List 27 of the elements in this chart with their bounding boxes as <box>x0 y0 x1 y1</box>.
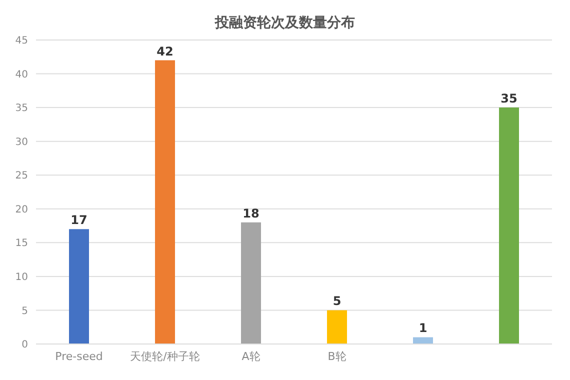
data-label: 1 <box>418 321 428 336</box>
y-tick-label: 45 <box>15 36 28 47</box>
bar <box>413 337 433 344</box>
y-tick-label: 40 <box>15 69 28 80</box>
y-tick-label: 5 <box>22 306 28 317</box>
bar <box>155 60 175 344</box>
bar <box>499 108 519 344</box>
bar <box>69 229 89 344</box>
data-label: 5 <box>332 294 342 308</box>
bar <box>241 222 261 344</box>
x-tick-label: A轮 <box>242 350 260 363</box>
x-tick-label: B轮 <box>328 350 346 363</box>
y-tick-label: 35 <box>15 103 28 114</box>
data-label: 35 <box>500 92 518 106</box>
data-label: 18 <box>242 206 260 220</box>
y-tick-label: 0 <box>22 340 28 351</box>
x-tick-label: Pre-seed <box>55 350 103 363</box>
x-tick-label: 天使轮/种子轮 <box>130 350 200 363</box>
y-tick-label: 15 <box>15 238 28 250</box>
y-tick-label: 25 <box>15 170 28 182</box>
y-tick-label: 20 <box>15 204 28 216</box>
data-label: 42 <box>156 44 174 58</box>
y-tick-label: 30 <box>15 136 28 148</box>
y-tick-label: 10 <box>15 272 28 283</box>
bar <box>327 310 347 344</box>
data-label: 17 <box>70 213 88 228</box>
chart-title: 投融资轮次及数量分布 <box>214 14 356 32</box>
